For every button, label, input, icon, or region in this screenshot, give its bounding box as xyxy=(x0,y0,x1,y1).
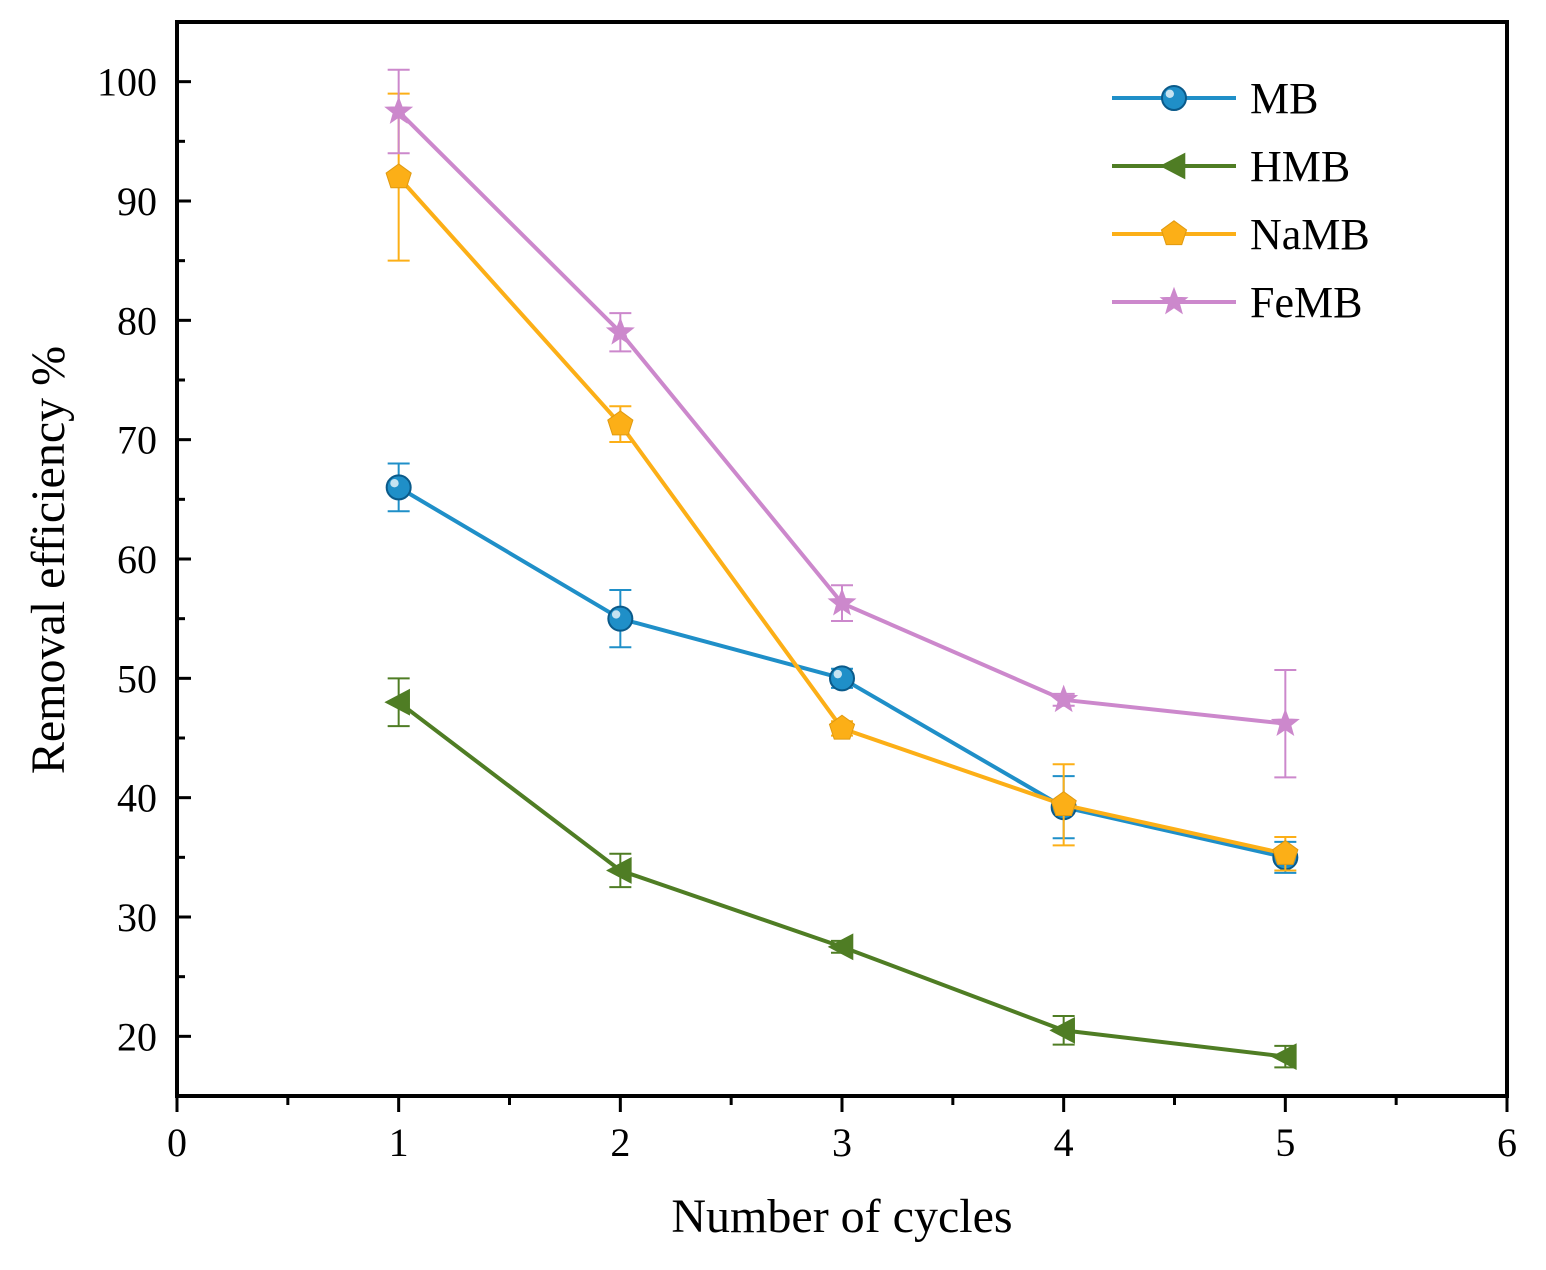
point-HMB-1 xyxy=(384,688,410,716)
x-axis-title: Number of cycles xyxy=(671,1190,1012,1243)
point-HMB-5 xyxy=(1271,1043,1297,1071)
x-tick-label-3: 3 xyxy=(832,1120,852,1165)
legend-label-HMB: HMB xyxy=(1250,142,1350,191)
y-tick-label-20: 20 xyxy=(117,1014,157,1059)
point-MB-2-highlight xyxy=(611,610,621,619)
point-NaMB-3 xyxy=(828,714,856,740)
x-tick-label-5: 5 xyxy=(1275,1120,1295,1165)
legend-marker-MB-highlight xyxy=(1165,89,1175,99)
legend-entry-FeMB: FeMB xyxy=(1112,278,1362,327)
point-NaMB-1 xyxy=(385,163,412,189)
x-tick-label-2: 2 xyxy=(610,1120,630,1165)
point-FeMB-1 xyxy=(384,96,414,124)
y-tick-label-80: 80 xyxy=(117,298,157,343)
legend-marker-MB xyxy=(1161,85,1187,111)
series-line-HMB xyxy=(397,700,1286,1059)
x-tick-label-0: 0 xyxy=(167,1120,187,1165)
x-tick-label-6: 6 xyxy=(1497,1120,1517,1165)
series-line-FeMB xyxy=(397,110,1286,726)
series-MB xyxy=(385,462,1299,874)
point-NaMB-4 xyxy=(1050,791,1077,817)
axes: 0 1 2 3 4 5 6 20 30 40 50 60 70 80 90 100 xyxy=(97,60,1517,1165)
x-tick-label-4: 4 xyxy=(1054,1120,1074,1165)
point-FeMB-3 xyxy=(827,587,857,616)
series-FeMB xyxy=(384,68,1300,779)
series-NaMB xyxy=(385,92,1299,872)
y-tick-label-40: 40 xyxy=(117,776,157,821)
point-FeMB-4 xyxy=(1049,684,1079,713)
point-FeMB-2 xyxy=(605,317,635,345)
y-tick-label-100: 100 xyxy=(97,60,157,105)
plot-content xyxy=(384,68,1300,1071)
legend-label-FeMB: FeMB xyxy=(1250,278,1362,327)
y-tick-label-70: 70 xyxy=(117,418,157,463)
y-axis-title: Removal efficiency % xyxy=(22,346,75,774)
point-MB-2 xyxy=(607,605,634,632)
x-tick-label-1: 1 xyxy=(389,1120,409,1165)
series-line-NaMB xyxy=(397,175,1286,856)
legend-entry-MB: MB xyxy=(1112,74,1318,123)
legend-marker-NaMB xyxy=(1160,220,1188,246)
y-tick-label-90: 90 xyxy=(117,179,157,224)
point-MB-1-highlight xyxy=(390,479,399,488)
point-HMB-4 xyxy=(1049,1016,1075,1044)
point-MB-1 xyxy=(385,474,412,501)
legend-marker-FeMB xyxy=(1159,286,1189,315)
y-tick-label-30: 30 xyxy=(117,895,157,940)
legend-entry-HMB: HMB xyxy=(1112,142,1350,191)
legend-marker-HMB xyxy=(1159,152,1186,180)
series-HMB xyxy=(384,677,1297,1071)
legend-entry-NaMB: NaMB xyxy=(1112,210,1370,259)
point-HMB-2 xyxy=(606,857,632,884)
y-tick-label-50: 50 xyxy=(117,656,157,701)
point-NaMB-2 xyxy=(607,410,634,436)
y-tick-label-60: 60 xyxy=(117,537,157,582)
legend-label-NaMB: NaMB xyxy=(1250,210,1370,259)
point-FeMB-5 xyxy=(1270,708,1300,737)
point-HMB-3 xyxy=(827,933,854,961)
legend: MB HMB NaMB FeMB xyxy=(1112,74,1370,327)
point-NaMB-5 xyxy=(1272,839,1299,865)
point-MB-3-highlight xyxy=(833,669,842,679)
legend-label-MB: MB xyxy=(1250,74,1318,123)
point-MB-3 xyxy=(829,665,855,692)
